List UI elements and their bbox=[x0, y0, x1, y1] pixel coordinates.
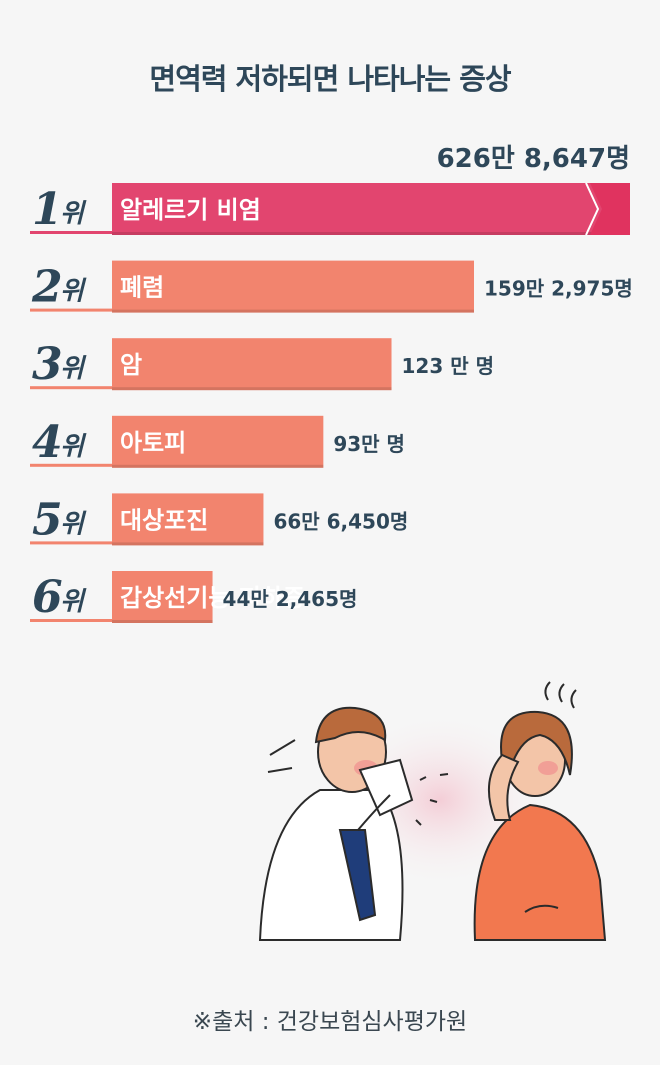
headache-woman bbox=[473, 681, 607, 941]
bar bbox=[112, 415, 324, 468]
rank-underline bbox=[30, 619, 116, 622]
rank-label: 5 bbox=[32, 494, 63, 545]
bar-shadow bbox=[112, 232, 630, 235]
bar-shadow bbox=[112, 387, 392, 391]
bar-shadow bbox=[112, 620, 213, 623]
axis-break-tip bbox=[590, 183, 630, 235]
bar-category-label: 알레르기 비염 bbox=[120, 196, 261, 224]
rank-underline bbox=[30, 308, 116, 312]
rank-underline bbox=[30, 231, 116, 234]
bar-shadow bbox=[112, 464, 324, 468]
bar-category-label: 대상포진 bbox=[120, 506, 208, 534]
sneezing-man bbox=[258, 706, 449, 941]
rank-label: 1 bbox=[32, 184, 63, 235]
bar-category-label: 갑상선기능 저하증 bbox=[120, 584, 305, 612]
bar-value-label: 44만 2,465명 bbox=[223, 587, 358, 611]
bar bbox=[112, 183, 630, 235]
bar-category-label: 폐렴 bbox=[120, 274, 164, 302]
bar bbox=[112, 571, 213, 623]
sick-people-illustration bbox=[258, 681, 607, 941]
bar-value-label: 66만 6,450명 bbox=[273, 509, 408, 533]
bar-value-label: 93만 명 bbox=[333, 432, 405, 456]
rank-suffix: 위 bbox=[60, 509, 87, 539]
rank-underline bbox=[30, 386, 116, 390]
rank-label: 4 bbox=[32, 417, 63, 468]
rank-suffix: 위 bbox=[60, 432, 87, 462]
rank-suffix: 위 bbox=[60, 354, 87, 384]
bar-shadow bbox=[112, 309, 474, 313]
rank-underline bbox=[30, 541, 116, 545]
bar-value-label: 123 만 명 bbox=[402, 354, 494, 378]
bar-value-label: 626만 8,647명 bbox=[437, 144, 630, 174]
rank-label: 2 bbox=[31, 262, 63, 313]
rank-label: 6 bbox=[32, 572, 63, 623]
bar-category-label: 암 bbox=[120, 351, 142, 379]
bar-category-label: 아토피 bbox=[120, 429, 186, 457]
rank-suffix: 위 bbox=[60, 587, 87, 617]
bar bbox=[112, 260, 474, 313]
axis-break-mark bbox=[585, 182, 600, 236]
rank-underline bbox=[30, 463, 116, 467]
bar bbox=[112, 493, 264, 546]
rank-label: 3 bbox=[32, 339, 63, 390]
source-note: ※출처 : 건강보험심사평가원 bbox=[192, 1009, 468, 1035]
rank-suffix: 위 bbox=[60, 277, 87, 307]
bar-shadow bbox=[112, 542, 264, 546]
bar-value-label: 159만 2,975명 bbox=[484, 277, 633, 301]
bar bbox=[112, 338, 392, 391]
chart-title: 면역력 저하되면 나타나는 증상 bbox=[149, 62, 511, 96]
rank-suffix: 위 bbox=[60, 199, 87, 229]
